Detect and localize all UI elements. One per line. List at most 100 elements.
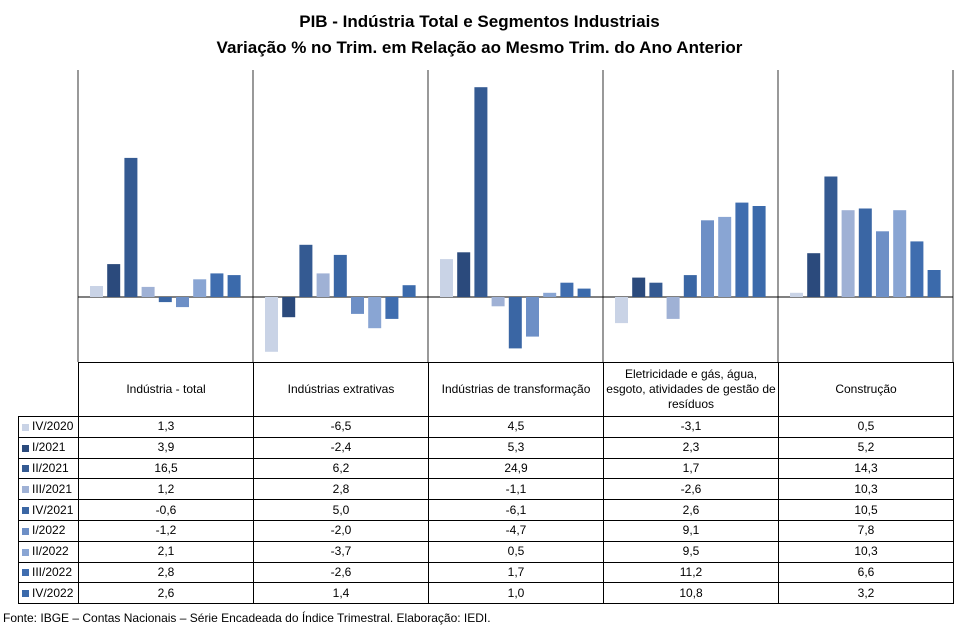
bar — [316, 273, 330, 297]
table-row: IV/2021 -0,6 5,0 -6,1 2,6 10,5 — [18, 499, 954, 521]
legend-swatch — [22, 486, 29, 494]
legend-swatch — [22, 423, 29, 431]
series-name: IV/2020 — [32, 419, 74, 434]
table-cell: 5,2 — [778, 436, 954, 459]
table-row: I/2022 -1,2 -2,0 -4,7 9,1 7,8 — [18, 519, 954, 542]
series-name: IV/2021 — [32, 502, 74, 517]
table-cell: 7,8 — [778, 519, 954, 542]
bar — [560, 282, 574, 297]
table-cell: 2,6 — [78, 582, 254, 605]
bar — [141, 286, 155, 297]
table-cell: -0,6 — [78, 499, 254, 521]
table-cell: 10,5 — [778, 499, 954, 521]
table-cell: 10,3 — [778, 478, 954, 501]
bar — [632, 277, 646, 297]
bar — [351, 297, 364, 314]
table-cell: 3,2 — [778, 582, 954, 605]
legend-entry: I/2022 — [18, 519, 79, 542]
bar — [858, 208, 872, 297]
legend-swatch — [22, 569, 29, 577]
table-cell: 9,5 — [603, 540, 779, 563]
table-cell: 2,1 — [78, 540, 254, 563]
bar — [718, 216, 732, 297]
table-row: III/2022 2,8 -2,6 1,7 11,2 6,6 — [18, 561, 954, 584]
bar — [876, 231, 889, 297]
table-cell: -4,7 — [428, 519, 604, 542]
table-cell: 3,9 — [78, 436, 254, 459]
table-cell: 2,6 — [603, 499, 779, 521]
bar — [615, 297, 628, 324]
bar — [683, 275, 697, 297]
category-label: Construção — [778, 362, 954, 417]
series-name: IV/2022 — [32, 585, 74, 600]
category-label: Indústria - total — [78, 362, 254, 417]
table-cell: 2,8 — [253, 478, 429, 501]
table-corner — [19, 363, 79, 417]
table-cell: 1,7 — [603, 457, 779, 480]
table-cell: 2,3 — [603, 436, 779, 459]
table-cell: 9,1 — [603, 519, 779, 542]
table-cell: 10,8 — [603, 582, 779, 605]
bar — [824, 176, 838, 297]
series-name: III/2022 — [32, 564, 73, 579]
table-cell: -2,0 — [253, 519, 429, 542]
table-cell: 1,0 — [428, 582, 604, 605]
table-row: IV/2020 1,3 -6,5 4,5 -3,1 0,5 — [18, 416, 954, 438]
table-cell: -6,5 — [253, 416, 429, 438]
table-cell: 24,9 — [428, 457, 604, 480]
source-note: Fonte: IBGE – Contas Nacionais – Série E… — [3, 611, 491, 625]
legend-entry: II/2021 — [18, 457, 79, 480]
legend-entry: III/2022 — [18, 561, 79, 584]
table-row: II/2022 2,1 -3,7 0,5 9,5 10,3 — [18, 540, 954, 563]
data-table: Indústria - total Indústrias extrativas … — [18, 362, 954, 605]
table-cell: 1,7 — [428, 561, 604, 584]
legend-swatch — [22, 590, 29, 598]
bar — [577, 288, 591, 297]
bar — [282, 297, 296, 318]
table-row: III/2021 1,2 2,8 -1,1 -2,6 10,3 — [18, 478, 954, 501]
bar — [701, 220, 714, 297]
table-cell: 0,5 — [428, 540, 604, 563]
table-cell: 6,6 — [778, 561, 954, 584]
table-cell: 14,3 — [778, 457, 954, 480]
table-cell: 1,2 — [78, 478, 254, 501]
table-cell: 16,5 — [78, 457, 254, 480]
bar — [440, 259, 453, 297]
bar — [299, 244, 313, 297]
legend-entry: IV/2022 — [18, 582, 79, 605]
bar — [893, 210, 907, 297]
legend-swatch — [22, 465, 29, 473]
bar — [508, 297, 522, 349]
legend-entry: IV/2021 — [18, 499, 79, 521]
bar-plot-area — [77, 70, 954, 362]
bar — [491, 297, 505, 307]
table-cell: -2,6 — [253, 561, 429, 584]
bar — [227, 275, 241, 297]
table-header-row: Indústria - total Indústrias extrativas … — [19, 362, 954, 417]
legend-entry: III/2021 — [18, 478, 79, 501]
table-cell: 4,5 — [428, 416, 604, 438]
table-cell: 0,5 — [778, 416, 954, 438]
table-cell: -1,2 — [78, 519, 254, 542]
bar — [735, 202, 749, 297]
table-row: I/2021 3,9 -2,4 5,3 2,3 5,2 — [18, 436, 954, 459]
bar — [107, 264, 121, 297]
legend-entry: II/2022 — [18, 540, 79, 563]
bar — [790, 292, 803, 297]
table-cell: 1,4 — [253, 582, 429, 605]
series-name: I/2021 — [32, 440, 66, 455]
series-name: III/2021 — [32, 481, 73, 496]
bar — [368, 297, 382, 329]
bar — [333, 254, 347, 297]
legend-entry: I/2021 — [18, 436, 79, 459]
bar — [807, 253, 821, 297]
bar — [176, 297, 189, 308]
bar — [90, 286, 103, 297]
legend-swatch — [22, 548, 29, 556]
table-cell: 6,2 — [253, 457, 429, 480]
bar — [910, 241, 924, 297]
table-row: II/2021 16,5 6,2 24,9 1,7 14,3 — [18, 457, 954, 480]
table-cell: 1,3 — [78, 416, 254, 438]
bar — [649, 282, 663, 297]
chart-title: PIB - Indústria Total e Segmentos Indust… — [299, 12, 660, 31]
